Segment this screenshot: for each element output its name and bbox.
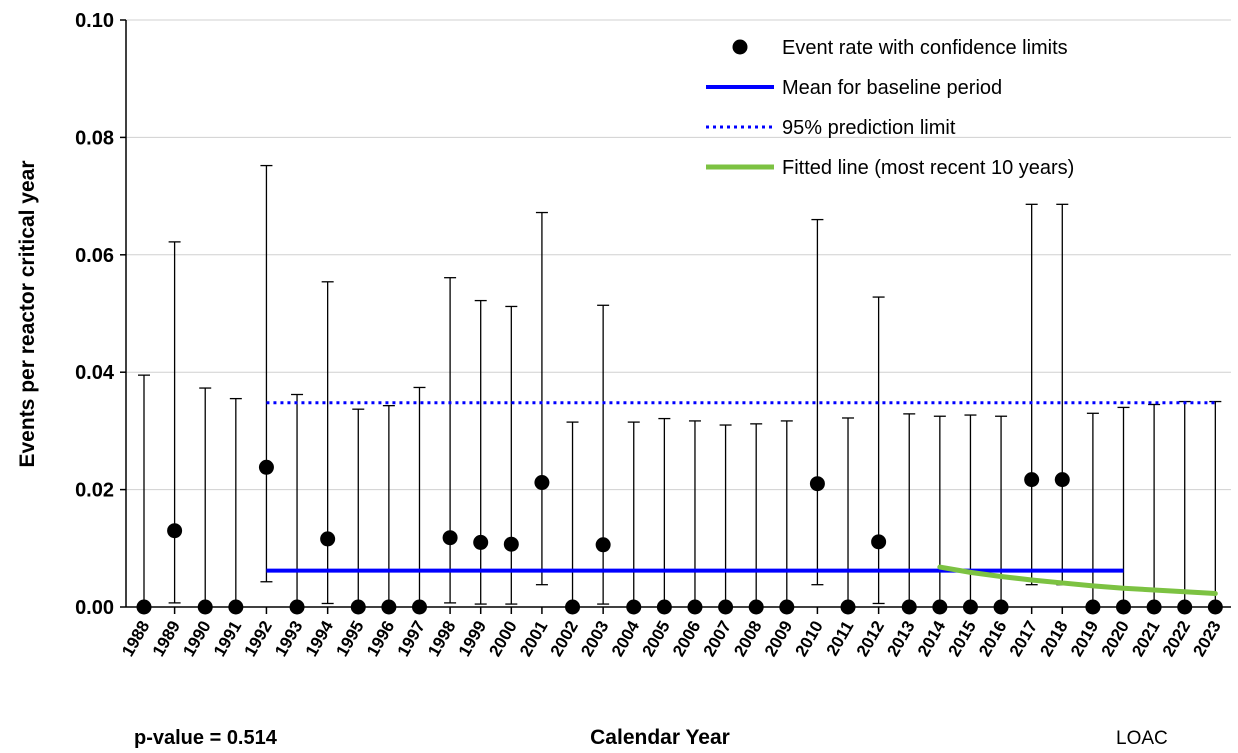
event-rate-point bbox=[901, 599, 917, 615]
event-rate-point bbox=[1085, 599, 1101, 615]
event-rate-point bbox=[718, 599, 734, 615]
event-rate-point bbox=[228, 599, 244, 615]
x-tick-label: 2020 bbox=[1098, 618, 1133, 660]
y-tick-label: 0.02 bbox=[75, 480, 114, 502]
x-tick-label: 2005 bbox=[638, 618, 673, 660]
x-tick-label: 1989 bbox=[149, 618, 184, 660]
event-rate-point bbox=[748, 599, 764, 615]
y-tick-label: 0.08 bbox=[75, 127, 114, 149]
event-rate-point bbox=[258, 459, 274, 475]
x-tick-label: 2012 bbox=[853, 618, 888, 660]
event-rate-point bbox=[1207, 599, 1223, 615]
event-rate-point bbox=[1054, 472, 1070, 488]
x-tick-label: 2021 bbox=[1128, 618, 1163, 660]
x-tick-label: 1992 bbox=[241, 618, 276, 660]
axes: 0.00 0.02 0.04 0.06 0.08 0.10 1988198919901991… bbox=[75, 10, 1231, 660]
y-tick-label: 0.10 bbox=[75, 10, 114, 32]
event-rate-point bbox=[1177, 599, 1193, 615]
x-tick-label: 1999 bbox=[455, 618, 490, 660]
legend-label: Event rate with confidence limits bbox=[782, 37, 1068, 59]
x-tick-label: 2019 bbox=[1067, 618, 1102, 660]
x-tick-label: 2004 bbox=[608, 617, 644, 660]
x-tick-label: 1995 bbox=[332, 618, 367, 660]
x-tick-label: 1997 bbox=[394, 618, 429, 660]
event-rate-point bbox=[381, 599, 397, 615]
x-tick-label: 2009 bbox=[761, 618, 796, 660]
event-rate-point bbox=[197, 599, 213, 615]
event-rate-point bbox=[779, 599, 795, 615]
x-tick-label: 2002 bbox=[547, 618, 582, 660]
event-rate-point bbox=[962, 599, 978, 615]
legend-label: 95% prediction limit bbox=[782, 117, 956, 139]
x-tick-label: 2007 bbox=[700, 618, 735, 660]
x-tick-label: 2011 bbox=[823, 618, 858, 659]
x-tick-label: 1996 bbox=[363, 618, 398, 660]
event-rate-point bbox=[411, 599, 427, 615]
x-tick-label: 2014 bbox=[914, 617, 950, 660]
legend-label: Fitted line (most recent 10 years) bbox=[782, 157, 1074, 179]
event-rate-point bbox=[320, 531, 336, 547]
x-axis-title: Calendar Year bbox=[590, 726, 730, 749]
x-tick-label: 2003 bbox=[577, 618, 612, 660]
y-axis-title: Events per reactor critical year bbox=[16, 160, 39, 467]
x-tick-label: 2008 bbox=[730, 618, 765, 660]
event-rate-point bbox=[534, 475, 550, 491]
y-tick-label: 0.04 bbox=[75, 362, 115, 384]
chart-tag-label: LOAC bbox=[1116, 728, 1168, 749]
event-rate-point bbox=[1146, 599, 1162, 615]
x-tick-label: 2001 bbox=[516, 618, 551, 660]
x-tick-label: 2017 bbox=[1006, 618, 1041, 660]
event-rate-point bbox=[1116, 599, 1132, 615]
x-tick-label: 2006 bbox=[669, 618, 704, 660]
event-rate-point bbox=[565, 599, 581, 615]
event-rate-point bbox=[595, 537, 611, 553]
event-rate-point bbox=[687, 599, 703, 615]
legend: Event rate with confidence limits Mean fo… bbox=[706, 37, 1074, 179]
x-tick-label: 2000 bbox=[485, 618, 520, 660]
plot-area bbox=[136, 164, 1223, 615]
event-rate-point bbox=[840, 599, 856, 615]
event-rate-point bbox=[809, 476, 825, 492]
event-rate-point bbox=[136, 599, 152, 615]
fitted-line bbox=[937, 564, 1218, 596]
x-tick-label: 1990 bbox=[179, 618, 214, 660]
event-rate-point bbox=[503, 536, 519, 552]
event-rate-point bbox=[350, 599, 366, 615]
event-rate-point bbox=[167, 523, 183, 539]
gridlines bbox=[126, 19, 1231, 491]
x-tick-label: 1998 bbox=[424, 618, 459, 660]
event-rate-point bbox=[473, 534, 489, 550]
x-tick-label: 1994 bbox=[302, 617, 338, 660]
p-value-label: p-value = 0.514 bbox=[134, 727, 278, 749]
event-rate-point bbox=[442, 530, 458, 546]
y-tick-label: 0.06 bbox=[75, 245, 114, 267]
event-rate-point bbox=[626, 599, 642, 615]
x-tick-label: 2015 bbox=[945, 618, 980, 660]
event-rate-point bbox=[871, 534, 887, 550]
legend-marker-point bbox=[732, 39, 748, 55]
x-tick-label: 2010 bbox=[792, 618, 827, 660]
event-rate-point bbox=[1024, 472, 1040, 488]
event-rate-point bbox=[932, 599, 948, 615]
y-tick-label: 0.00 bbox=[75, 597, 114, 619]
event-rate-point bbox=[289, 599, 305, 615]
x-tick-label: 2013 bbox=[883, 618, 918, 660]
x-tick-label: 2022 bbox=[1159, 618, 1194, 660]
event-rate-point bbox=[993, 599, 1009, 615]
x-tick-label: 1988 bbox=[118, 618, 153, 660]
x-tick-label: 2016 bbox=[975, 618, 1010, 660]
x-tick-label: 2023 bbox=[1189, 618, 1224, 660]
event-rate-point bbox=[656, 599, 672, 615]
x-tick-label: 1991 bbox=[210, 618, 245, 660]
x-tick-label: 2018 bbox=[1036, 618, 1071, 660]
legend-label: Mean for baseline period bbox=[782, 77, 1002, 99]
x-tick-label: 1993 bbox=[271, 618, 306, 660]
